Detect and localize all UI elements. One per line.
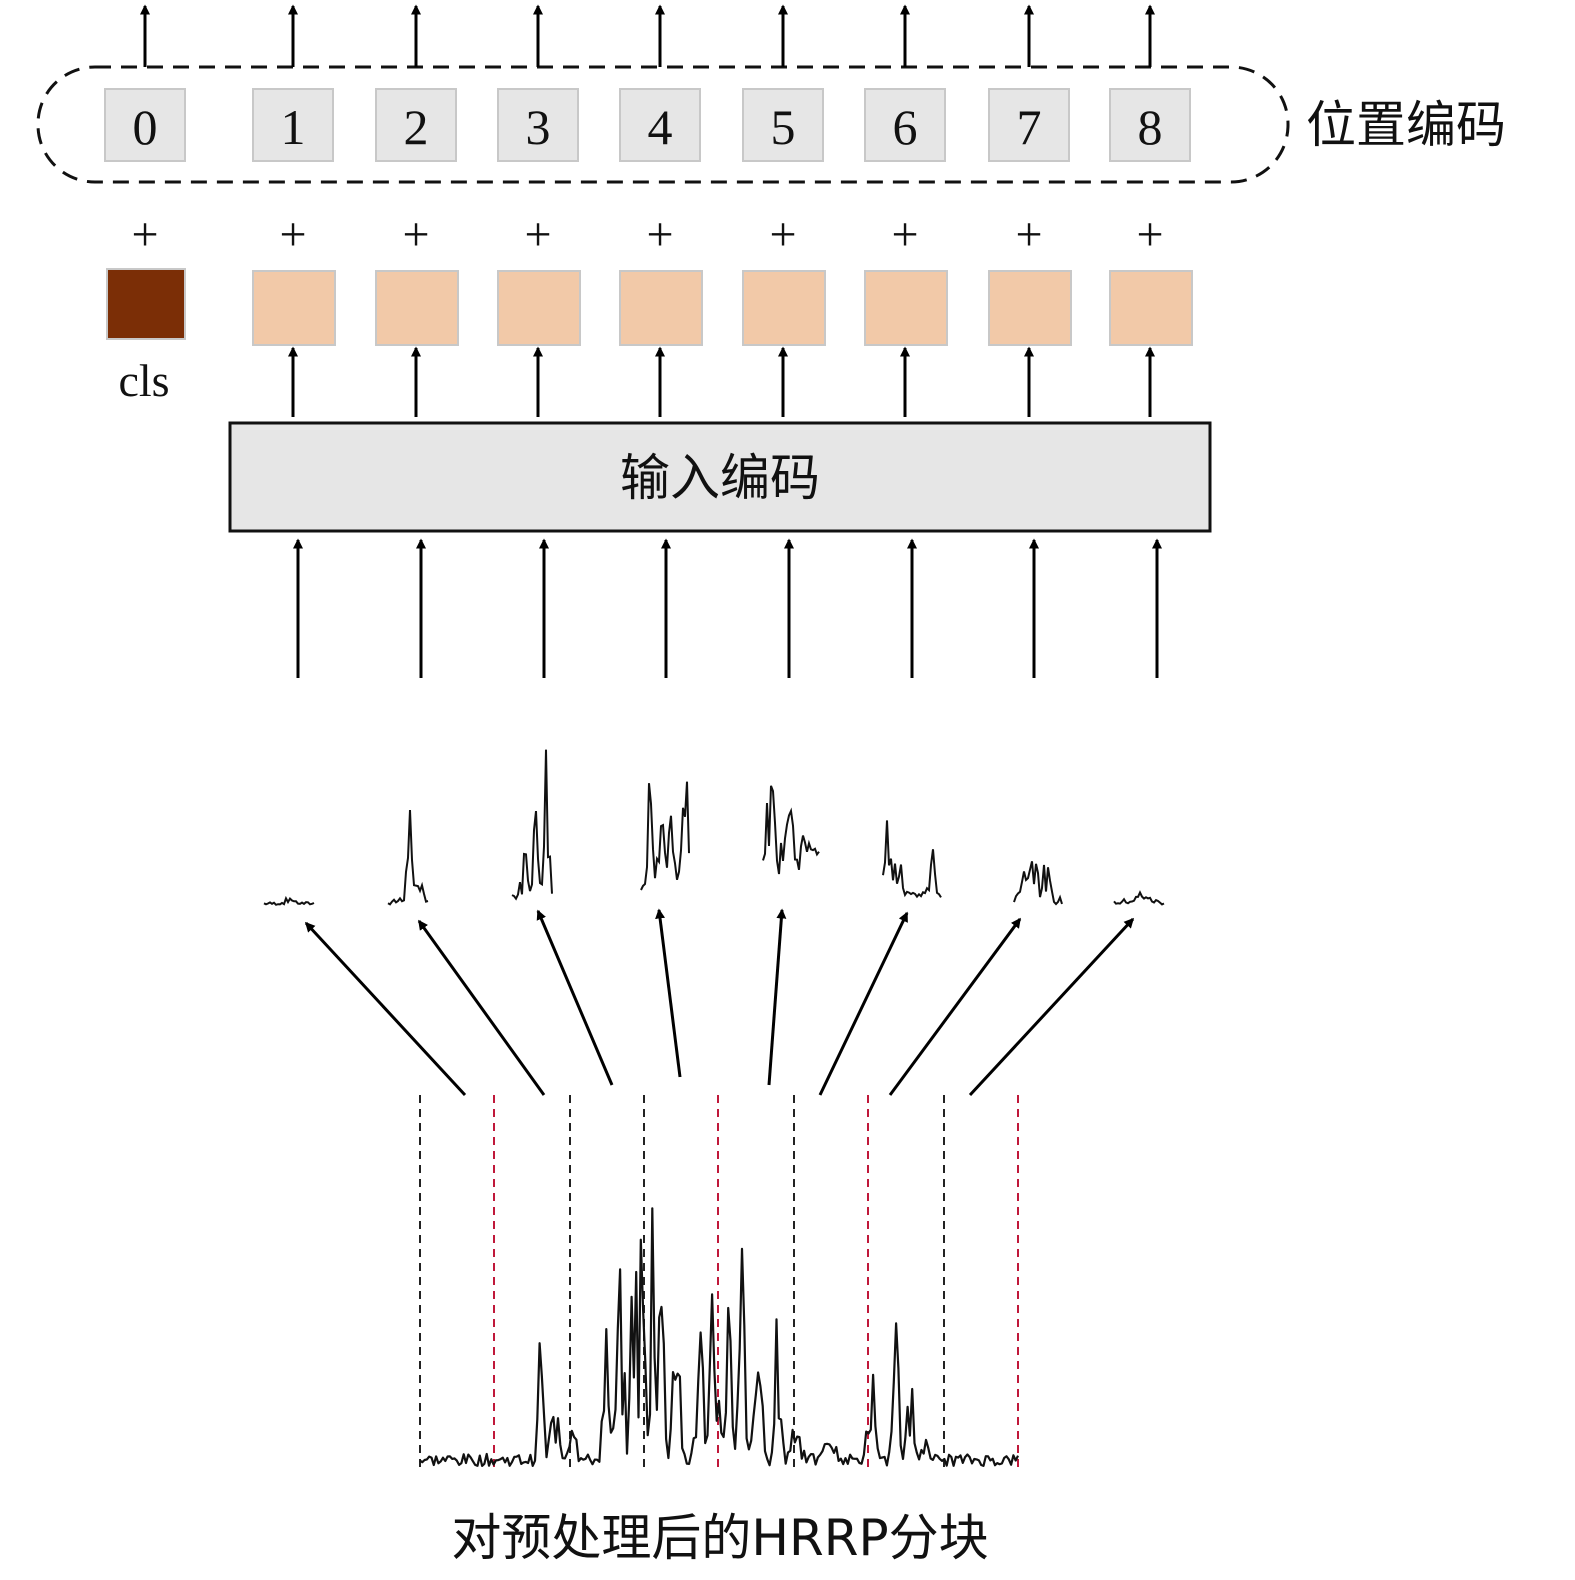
encoding-to-token-arrows [288, 346, 1155, 417]
plus-sign-5: + [769, 208, 796, 261]
patch-to-encoding-arrows [293, 538, 1162, 678]
position-index-box-1 [252, 88, 334, 162]
plus-sign-7: + [1015, 208, 1042, 261]
output-arrows [140, 4, 1155, 67]
position-index-box-2 [375, 88, 457, 162]
segment-arrow-3 [536, 909, 614, 1086]
segment-arrow-1 [304, 921, 467, 1097]
patch-waveform-6 [882, 820, 942, 899]
patch-waveform-4 [640, 781, 690, 891]
token-embeddings [106, 268, 1193, 346]
segment-arrow-2 [417, 919, 546, 1096]
plus-sign-8: + [1136, 208, 1163, 261]
position-index-label-1: 1 [281, 99, 306, 155]
position-index-boxes: 0 1 2 3 4 5 6 7 8 [104, 88, 1191, 162]
patch-waveforms [263, 749, 1165, 906]
patch-token-3 [497, 270, 581, 346]
patch-token-7 [988, 270, 1072, 346]
cls-label: cls [118, 355, 169, 406]
plus-sign-4: + [646, 208, 673, 261]
plus-sign-0: + [131, 208, 158, 261]
hrrp-signal-line [419, 1207, 1019, 1468]
position-encoding-group: 0 1 2 3 4 5 6 7 8 位置编码 [36, 65, 1506, 184]
position-index-label-8: 8 [1138, 99, 1163, 155]
segment-arrow-6 [818, 911, 909, 1096]
bottom-caption: 对预处理后的HRRP分块 [451, 1509, 988, 1567]
patch-waveform-1 [263, 895, 315, 906]
patch-token-6 [864, 270, 948, 346]
position-index-box-5 [742, 88, 824, 162]
position-index-label-6: 6 [893, 99, 918, 155]
position-index-box-7 [988, 88, 1070, 162]
input-encoding-block: 输入编码 [228, 421, 1212, 533]
segment-arrow-4 [655, 908, 682, 1078]
position-index-label-7: 7 [1017, 99, 1042, 155]
hrrp-signal-plot [419, 1095, 1019, 1470]
segment-dividers [419, 1095, 1019, 1470]
patch-waveform-3 [511, 749, 553, 901]
position-index-box-6 [864, 88, 946, 162]
plus-sign-3: + [524, 208, 551, 261]
patch-waveform-5 [762, 785, 820, 875]
position-index-box-3 [497, 88, 579, 162]
patch-token-1 [252, 270, 336, 346]
position-encoding-label: 位置编码 [1306, 96, 1506, 154]
input-encoding-label: 输入编码 [620, 449, 820, 507]
patch-waveform-7 [1013, 861, 1063, 906]
position-index-label-0: 0 [133, 99, 158, 155]
segment-to-patch-arrows [304, 908, 1135, 1097]
position-index-label-2: 2 [404, 99, 429, 155]
patch-token-5 [742, 270, 826, 346]
position-encoding-dashed-border [36, 65, 1290, 184]
cls-token [106, 268, 186, 340]
position-index-label-4: 4 [648, 99, 673, 155]
position-index-label-5: 5 [771, 99, 796, 155]
position-index-box-8 [1109, 88, 1191, 162]
input-encoding-box [228, 421, 1212, 533]
patch-token-4 [619, 270, 703, 346]
segment-arrow-7 [888, 917, 1022, 1096]
patch-token-8 [1109, 270, 1193, 346]
position-index-box-0 [104, 88, 186, 162]
plus-signs: + + + + + + + + + [131, 208, 1163, 261]
plus-sign-2: + [402, 208, 429, 261]
patch-waveform-2 [387, 809, 429, 906]
segment-arrow-5 [767, 908, 787, 1086]
plus-sign-1: + [279, 208, 306, 261]
segment-arrow-8 [968, 917, 1135, 1097]
position-index-label-3: 3 [526, 99, 551, 155]
plus-sign-6: + [891, 208, 918, 261]
patch-token-2 [375, 270, 459, 346]
patch-waveform-8 [1113, 890, 1165, 906]
position-index-box-4 [619, 88, 701, 162]
